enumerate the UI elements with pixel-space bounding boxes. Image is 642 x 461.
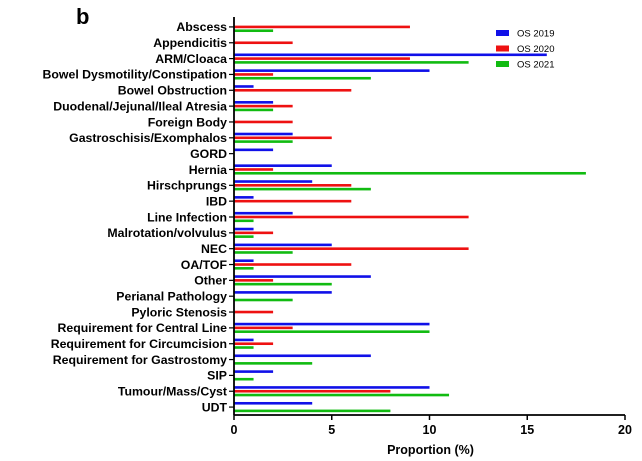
category-label: Gastroschisis/Exomphalos	[69, 131, 227, 145]
bar-os-2020	[234, 184, 352, 187]
legend-label: OS 2021	[517, 60, 555, 71]
bar-os-2021	[234, 377, 254, 381]
x-tick-label: 10	[423, 423, 437, 437]
bar-os-2021	[234, 187, 371, 191]
legend-label: OS 2020	[517, 44, 555, 55]
category-label: Other	[194, 274, 227, 288]
bar-os-2021	[234, 140, 293, 143]
x-tick-label: 5	[328, 423, 335, 437]
bar-os-2020	[234, 25, 410, 29]
bar-os-2021	[234, 393, 450, 397]
bar-os-2020	[234, 41, 293, 45]
category-label: Requirement for Gastrostomy	[53, 353, 227, 367]
bar-os-2020	[234, 342, 274, 346]
category-label: Pyloric Stenosis	[131, 305, 227, 319]
category-label: Hernia	[189, 163, 227, 177]
category-label: Line Infection	[147, 210, 227, 224]
bar-os-2021	[234, 251, 293, 254]
bar-os-2020	[234, 104, 293, 108]
legend-swatch	[496, 45, 509, 52]
bar-os-2019	[234, 354, 371, 358]
bar-os-2020	[234, 326, 293, 330]
category-label: SIP	[207, 369, 227, 383]
bar-os-2019	[234, 148, 274, 152]
category-label: Foreign Body	[148, 115, 227, 129]
legend-swatch	[496, 30, 509, 36]
bar-os-2019	[234, 53, 547, 57]
bar-os-2020	[234, 136, 332, 140]
bar-os-2021	[234, 362, 313, 365]
bar-os-2020	[234, 231, 274, 235]
bar-os-2020	[234, 88, 352, 92]
bar-os-2019	[234, 196, 254, 199]
category-label: Appendicitis	[153, 36, 227, 50]
bar-os-2019	[234, 69, 430, 72]
bar-os-2019	[234, 291, 332, 294]
category-label: Duodenal/Jejunal/Ileal Atresia	[53, 99, 227, 113]
legend-swatch	[496, 61, 509, 67]
bar-os-2020	[234, 247, 469, 250]
bar-os-2021	[234, 219, 254, 223]
category-label: ARM/Cloaca	[155, 52, 227, 66]
bar-os-2020	[234, 215, 469, 219]
category-label: Abscess	[176, 20, 227, 34]
category-label: Requirement for Central Line	[58, 321, 228, 335]
bar-os-2021	[234, 29, 274, 33]
category-label: GORD	[190, 147, 227, 161]
bar-os-2021	[234, 171, 586, 175]
x-axis-title: Proportion (%)	[387, 443, 474, 457]
bar-os-2019	[234, 211, 293, 215]
bar-os-2020	[234, 279, 274, 282]
bar-os-2020	[234, 389, 391, 393]
category-label: OA/TOF	[181, 258, 228, 272]
bar-os-2021	[234, 409, 391, 413]
category-label: Requirement for Circumcision	[51, 337, 227, 351]
x-tick-label: 0	[231, 423, 238, 437]
bar-os-2021	[234, 76, 371, 80]
bar-os-2020	[234, 168, 274, 171]
bar-os-2020	[234, 263, 352, 266]
bar-os-2021	[234, 282, 332, 286]
bar-os-2020	[234, 57, 410, 60]
bar-os-2021	[234, 267, 254, 270]
bar-os-2019	[234, 401, 313, 405]
category-label: Hirschprungs	[147, 179, 227, 193]
category-label: Bowel Dysmotility/Constipation	[43, 68, 227, 82]
bar-os-2021	[234, 346, 254, 349]
category-label: UDT	[202, 400, 228, 414]
bar-os-2019	[234, 227, 254, 231]
x-tick-label: 20	[618, 423, 632, 437]
bar-os-2019	[234, 101, 274, 104]
bar-os-2019	[234, 180, 313, 183]
bar-os-2019	[234, 386, 430, 389]
legend-label: OS 2019	[517, 29, 555, 40]
bar-os-2019	[234, 85, 254, 88]
bar-os-2020	[234, 310, 274, 314]
category-label: Tumour/Mass/Cyst	[118, 385, 227, 399]
bar-os-2021	[234, 61, 469, 64]
category-label: NEC	[201, 242, 227, 256]
bar-os-2020	[234, 73, 274, 76]
bar-os-2021	[234, 235, 254, 238]
bar-os-2019	[234, 243, 332, 247]
bar-os-2020	[234, 199, 352, 203]
bar-os-2020	[234, 120, 293, 124]
x-tick-label: 15	[520, 423, 534, 437]
category-label: Malrotation/volvulus	[107, 226, 227, 240]
bar-os-2019	[234, 164, 332, 167]
bar-os-2019	[234, 370, 274, 373]
bar-os-2019	[234, 275, 371, 278]
panel-label: b	[76, 4, 90, 29]
category-label: Bowel Obstruction	[118, 84, 227, 98]
bar-os-2019	[234, 338, 254, 342]
bar-os-2021	[234, 108, 274, 112]
bar-os-2019	[234, 322, 430, 326]
bar-os-2019	[234, 259, 254, 263]
bar-os-2019	[234, 132, 293, 136]
bar-os-2021	[234, 298, 293, 302]
bar-os-2021	[234, 330, 430, 333]
category-label: IBD	[206, 194, 227, 208]
category-label: Perianal Pathology	[116, 290, 227, 304]
